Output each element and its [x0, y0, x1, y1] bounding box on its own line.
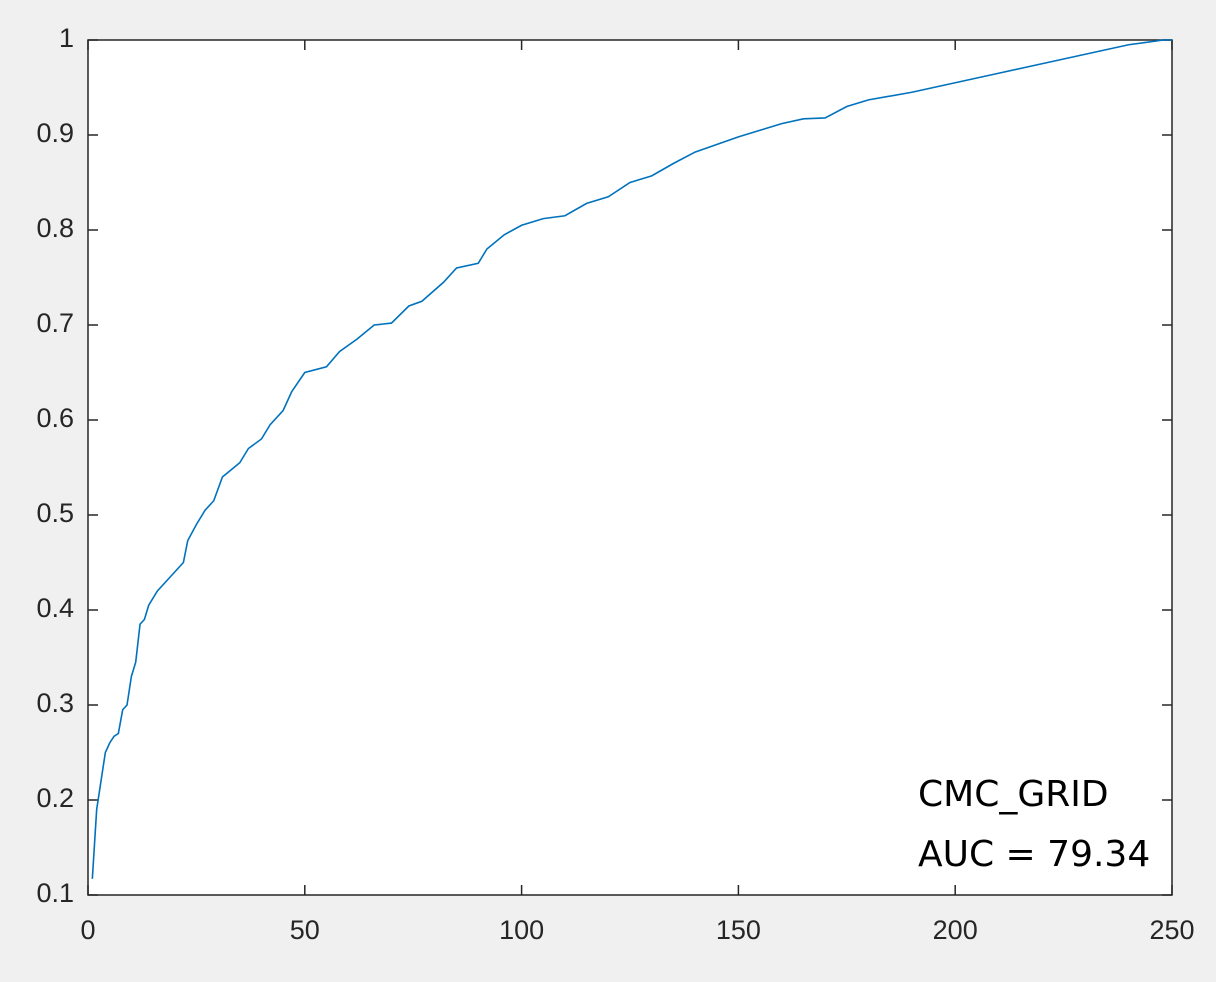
- y-tick-label: 0.2: [36, 783, 74, 813]
- x-tick-label: 100: [499, 915, 544, 945]
- y-tick-label: 0.3: [36, 688, 74, 718]
- annotation: CMC_GRID: [918, 774, 1109, 815]
- y-tick-label: 0.9: [36, 118, 74, 148]
- x-tick-label: 200: [933, 915, 978, 945]
- y-tick-label: 1: [59, 23, 74, 53]
- y-tick-label: 0.4: [36, 593, 74, 623]
- x-tick-label: 0: [80, 915, 95, 945]
- y-tick-label: 0.8: [36, 213, 74, 243]
- y-tick-label: 0.6: [36, 403, 74, 433]
- y-tick-label: 0.7: [36, 308, 74, 338]
- series-line: [91, 39, 1172, 879]
- x-tick-label: 150: [716, 915, 761, 945]
- x-tick-label: 250: [1149, 915, 1194, 945]
- y-tick-label: 0.1: [36, 878, 74, 908]
- annotation: AUC = 79.34: [918, 834, 1150, 875]
- x-tick-label: 50: [290, 915, 320, 945]
- plot-area: [87, 39, 1173, 896]
- y-tick-label: 0.5: [36, 498, 74, 528]
